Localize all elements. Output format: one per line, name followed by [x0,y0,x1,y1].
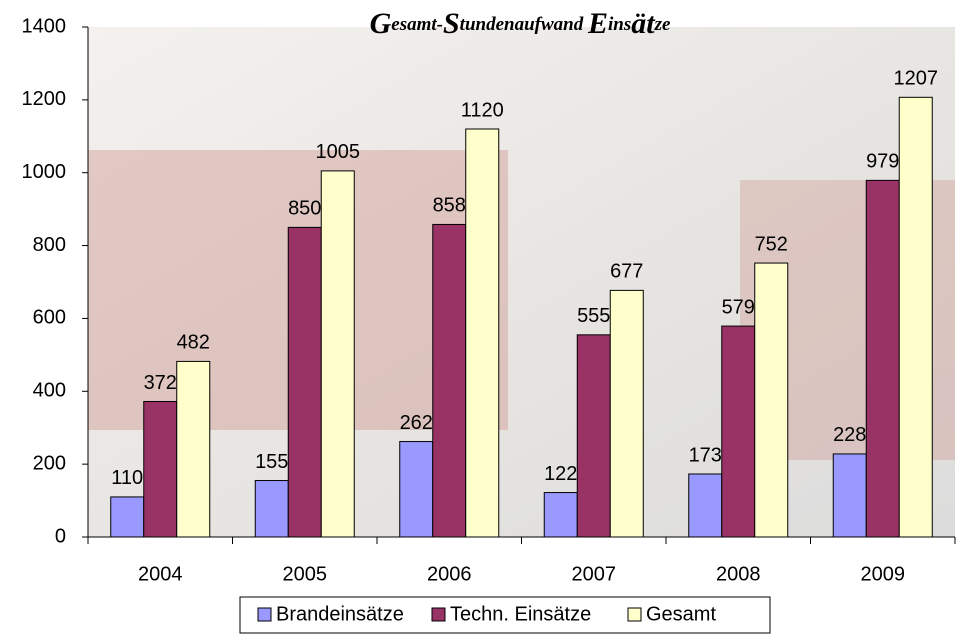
legend-label: Brandeinsätze [276,603,404,625]
value-label: 677 [610,261,643,283]
legend-swatch [258,608,271,621]
bar [544,493,577,537]
y-tick-label: 600 [33,307,66,329]
value-label: 850 [288,198,321,220]
chart: Gesamt-Stundenaufwand Einsätze 0 200 400 60… [0,0,960,635]
value-label: 979 [866,151,899,173]
bar [400,442,433,537]
y-tick-label: 0 [55,525,66,547]
value-label: 752 [755,233,788,255]
value-label: 173 [689,444,722,466]
value-label: 155 [255,451,288,473]
bar [144,401,177,537]
legend-swatch [432,608,445,621]
bar [321,171,354,537]
legend-swatch [628,608,641,621]
value-label: 858 [433,195,466,217]
bar [610,290,643,537]
x-tick-label: 2009 [861,563,906,585]
bar [466,129,499,537]
value-label: 1207 [894,68,939,90]
x-tick-label: 2005 [283,563,328,585]
x-tick-label: 2007 [572,563,617,585]
bar [177,361,210,537]
x-tick-label: 2008 [716,563,761,585]
y-tick-label: 200 [33,452,66,474]
chart-title: Gesamt-Stundenaufwand Einsätze [370,7,671,40]
value-label: 482 [177,332,210,354]
value-label: 122 [544,463,577,485]
bar [288,227,321,537]
y-tick-label: 1000 [22,161,67,183]
bar [755,263,788,537]
value-label: 228 [833,424,866,446]
bar [866,180,899,537]
bar [577,335,610,537]
bar [689,474,722,537]
y-tick-label: 400 [33,380,66,402]
y-tick-label: 800 [33,234,66,256]
value-label: 555 [577,305,610,327]
bar [899,97,932,537]
legend-label: Gesamt [646,603,716,625]
bar [833,454,866,537]
value-label: 372 [144,372,177,394]
value-label: 1120 [461,99,504,121]
bar [433,224,466,537]
value-label: 579 [722,296,755,318]
value-label: 262 [400,412,433,434]
bar [111,497,144,537]
y-tick-label: 1200 [22,88,67,110]
value-label: 110 [111,467,143,489]
bar [722,326,755,537]
bar [255,481,288,537]
value-label: 1005 [316,141,361,163]
legend-label: Techn. Einsätze [450,603,591,625]
x-tick-label: 2004 [138,563,183,585]
y-tick-label: 1400 [22,15,67,37]
x-tick-label: 2006 [427,563,472,585]
